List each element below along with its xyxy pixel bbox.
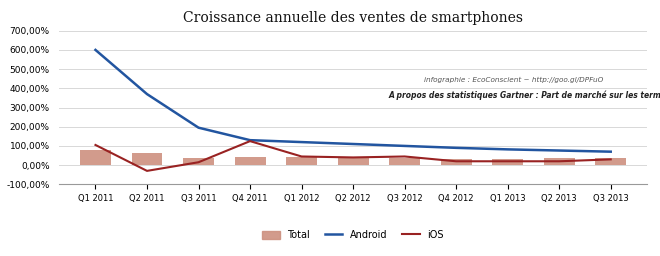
Text: infographie : EcoConscient ~ http://goo.gl/DPFuO: infographie : EcoConscient ~ http://goo.… bbox=[424, 77, 603, 83]
iOS bbox=[298, 155, 306, 158]
Bar bbox=[492, 159, 523, 165]
Android bbox=[246, 139, 254, 142]
iOS bbox=[143, 169, 151, 173]
iOS bbox=[349, 156, 357, 159]
iOS bbox=[452, 160, 460, 163]
iOS bbox=[401, 155, 409, 158]
Android bbox=[349, 142, 357, 145]
Line: iOS: iOS bbox=[96, 141, 610, 171]
iOS bbox=[92, 143, 100, 146]
Bar bbox=[338, 157, 368, 165]
Bar bbox=[131, 153, 162, 165]
Android bbox=[195, 126, 203, 129]
Bar bbox=[595, 158, 626, 165]
Bar bbox=[286, 157, 317, 165]
iOS bbox=[246, 140, 254, 143]
Android bbox=[504, 148, 512, 151]
Android bbox=[143, 92, 151, 95]
Android bbox=[92, 48, 100, 51]
Android bbox=[607, 150, 614, 153]
Android bbox=[298, 141, 306, 144]
iOS bbox=[607, 158, 614, 161]
Title: Croissance annuelle des ventes de smartphones: Croissance annuelle des ventes de smartp… bbox=[183, 11, 523, 25]
iOS bbox=[504, 160, 512, 163]
Bar bbox=[80, 150, 111, 165]
Bar bbox=[183, 158, 214, 165]
Text: A propos des statistiques Gartner : Part de marché sur les terminaux vendus: A propos des statistiques Gartner : Part… bbox=[388, 90, 660, 100]
Bar bbox=[544, 158, 575, 165]
Legend: Total, Android, iOS: Total, Android, iOS bbox=[258, 226, 448, 244]
Bar bbox=[234, 157, 265, 165]
Bar bbox=[441, 159, 472, 165]
Line: Android: Android bbox=[96, 50, 610, 152]
Android bbox=[452, 146, 460, 149]
iOS bbox=[195, 161, 203, 164]
Bar bbox=[389, 158, 420, 165]
Android bbox=[555, 149, 563, 152]
iOS bbox=[555, 160, 563, 163]
Android bbox=[401, 144, 409, 147]
